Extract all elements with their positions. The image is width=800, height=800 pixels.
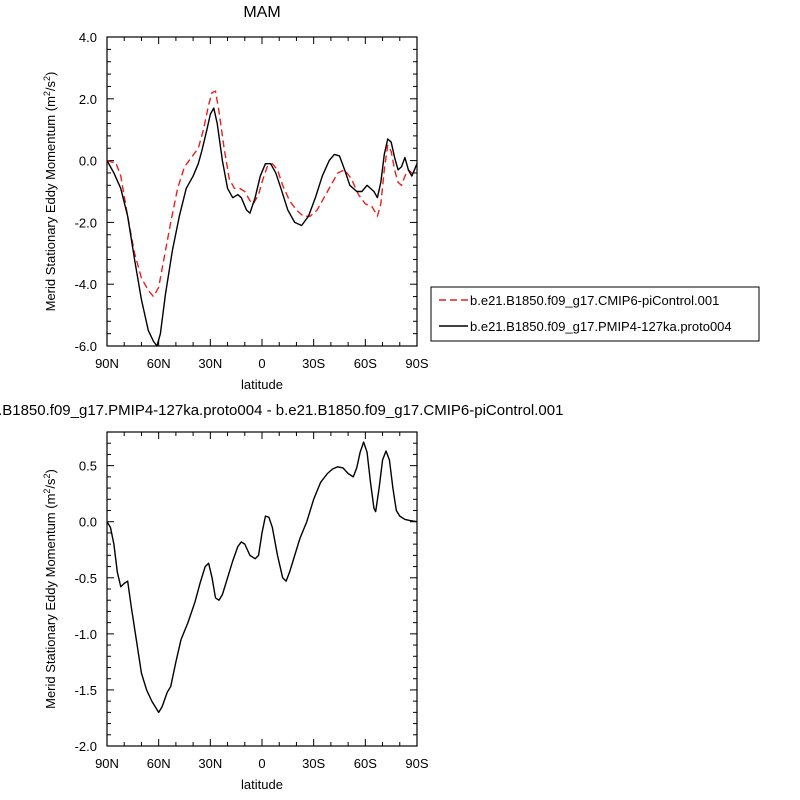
y-axis-label-part: 2 xyxy=(42,473,52,478)
y-tick-label: -2.0 xyxy=(75,739,97,754)
x-tick-label: 60S xyxy=(354,356,377,371)
y-axis-label-part: 2 xyxy=(42,91,52,96)
x-tick-label: 90N xyxy=(95,756,119,771)
y-axis-label-part: /s xyxy=(43,80,58,91)
legend-box xyxy=(430,286,760,342)
x-tick-label: 60S xyxy=(354,756,377,771)
series-line-2 xyxy=(106,107,418,347)
x-tick-label: 0 xyxy=(258,756,265,771)
plot-frame xyxy=(106,36,418,347)
y-axis-label-part: 2 xyxy=(42,76,52,81)
legend: b.e21.B1850.f09_g17.CMIP6-piControl.001b… xyxy=(430,286,760,342)
y-axis-label-part: Merid Stationary Eddy Momentum (m xyxy=(43,494,58,709)
legend-label-1: b.e21.B1850.f09_g17.CMIP6-piControl.001 xyxy=(470,293,719,308)
x-tick-label: 60N xyxy=(147,356,171,371)
x-tick-label: 90S xyxy=(405,356,428,371)
chart-panel-2: b.e21.B1850.f09_g17.PMIP4-127ka.proto004… xyxy=(0,402,563,792)
y-tick-label: 4.0 xyxy=(79,30,97,45)
y-tick-label: -1.5 xyxy=(75,683,97,698)
y-tick-label: -4.0 xyxy=(75,277,97,292)
series-line-1 xyxy=(106,90,418,298)
y-tick-label: -1.0 xyxy=(75,627,97,642)
y-axis-label-part: 2 xyxy=(42,489,52,494)
y-axis-label-part: ) xyxy=(43,72,58,76)
y-tick-label: 2.0 xyxy=(79,92,97,107)
x-axis-label: latitude xyxy=(241,777,283,792)
x-tick-label: 60N xyxy=(147,756,171,771)
y-axis-label-part: Merid Stationary Eddy Momentum (m xyxy=(43,96,58,311)
y-tick-label: 0.5 xyxy=(79,459,97,474)
x-tick-label: 90S xyxy=(405,756,428,771)
x-tick-label: 0 xyxy=(258,356,265,371)
y-axis-label: Merid Stationary Eddy Momentum (m2/s2) xyxy=(42,72,58,312)
x-axis-label: latitude xyxy=(241,377,283,392)
legend-label-2: b.e21.B1850.f09_g17.PMIP4-127ka.proto004 xyxy=(470,319,732,334)
chart-title: MAM xyxy=(243,4,280,21)
chart-panel-1: MAM -6.0 -4.0 -2.0 0.0 2.0 4.0 90N 60N 30N 0 30S 60S… xyxy=(42,4,760,392)
y-axis-label-part: /s xyxy=(43,478,58,489)
y-tick-label: 0.0 xyxy=(79,515,97,530)
y-tick-label: 0.0 xyxy=(79,154,97,169)
y-axis-label-part: ) xyxy=(43,469,58,473)
x-tick-label: 30S xyxy=(302,756,325,771)
y-tick-label: -0.5 xyxy=(75,571,97,586)
x-tick-label: 30N xyxy=(198,756,222,771)
x-tick-label: 30N xyxy=(198,356,222,371)
y-tick-label: -2.0 xyxy=(75,215,97,230)
y-axis-label: Merid Stationary Eddy Momentum (m2/s2) xyxy=(42,469,58,709)
x-tick-label: 30S xyxy=(302,356,325,371)
y-tick-label: -6.0 xyxy=(75,339,97,354)
x-tick-label: 90N xyxy=(95,356,119,371)
series-line-1 xyxy=(106,441,418,714)
chart-title: b.e21.B1850.f09_g17.PMIP4-127ka.proto004… xyxy=(0,402,563,419)
